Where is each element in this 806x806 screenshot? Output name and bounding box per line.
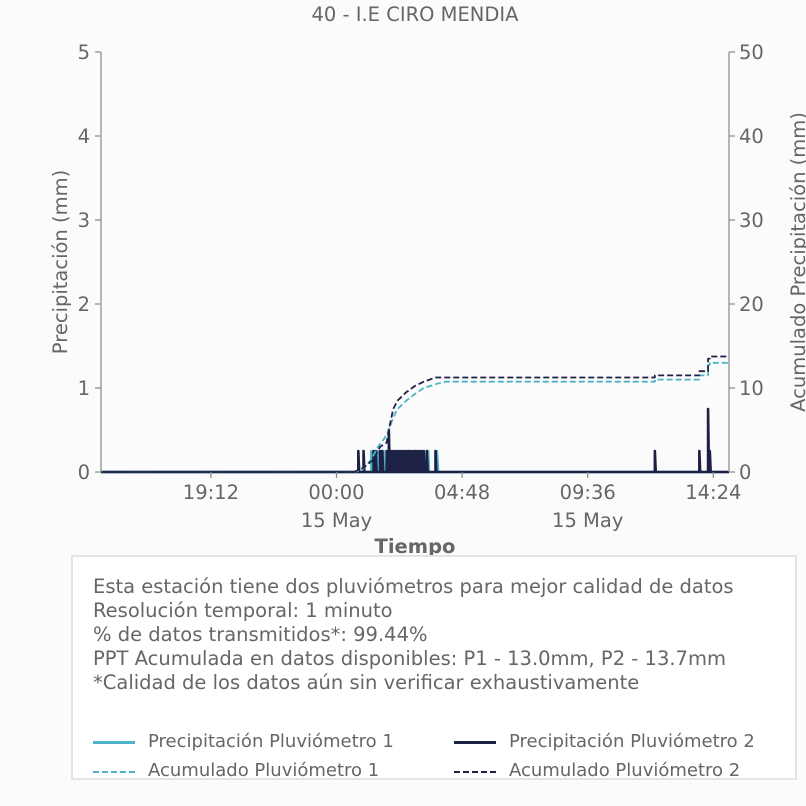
- info-line: % de datos transmitidos*: 99.44%: [93, 623, 428, 646]
- y2-tick-label: 30: [739, 209, 764, 232]
- y-tick-label: 3: [78, 209, 90, 232]
- legend-swatch: [454, 741, 496, 744]
- y-tick-label: 4: [78, 125, 90, 148]
- y2-tick-label: 10: [739, 377, 764, 400]
- y2-tick-label: 20: [739, 293, 764, 316]
- x-tick-label: 14:24: [685, 481, 741, 504]
- info-line: *Calidad de los datos aún sin verificar …: [93, 671, 640, 694]
- info-box: Esta estación tiene dos pluviómetros par…: [71, 555, 797, 781]
- y2-tick-label: 0: [739, 461, 751, 484]
- y-axis-label: Precipitación (mm): [49, 170, 72, 354]
- x-tick-label: 19:12: [183, 481, 239, 504]
- y2-axis-label: Acumulado Precipitación (mm): [787, 112, 806, 412]
- x-ticks: 19:12 00:00 15 May 04:48 09:36 15 May 14:24: [183, 472, 741, 532]
- y-tick-label: 1: [78, 377, 90, 400]
- y2-tick-label: 40: [739, 125, 764, 148]
- series-line-4: [101, 355, 729, 473]
- y-tick-label: 2: [78, 293, 90, 316]
- legend-swatch: [93, 771, 135, 773]
- series-line-2: [101, 407, 729, 474]
- y2-tick-label: 50: [739, 41, 764, 64]
- legend-swatch: [454, 771, 496, 773]
- x-axis-label: Tiempo: [375, 535, 456, 558]
- info-line: Esta estación tiene dos pluviómetros par…: [93, 575, 734, 598]
- x-tick-label: 04:48: [434, 481, 490, 504]
- info-line: PPT Acumulada en datos disponibles: P1 -…: [93, 647, 726, 670]
- legend-label: Acumulado Pluviómetro 2: [509, 760, 741, 781]
- x-tick-sublabel: 15 May: [552, 509, 623, 532]
- chart-title: 40 - I.E CIRO MENDIA: [311, 3, 519, 26]
- legend-label: Precipitación Pluviómetro 2: [509, 731, 755, 752]
- x-tick-sublabel: 15 May: [301, 509, 372, 532]
- left-y-ticks: 0 1 2 3 4 5: [78, 41, 101, 484]
- x-tick-label: 00:00: [308, 481, 364, 504]
- x-tick-label: 09:36: [560, 481, 616, 504]
- right-y-ticks: 0 10 20 30 40 50: [729, 41, 764, 484]
- series-layer: [101, 355, 729, 474]
- y-tick-label: 0: [78, 461, 90, 484]
- legend-label: Acumulado Pluviómetro 1: [148, 760, 380, 781]
- legend-swatch: [93, 741, 135, 744]
- info-line: Resolución temporal: 1 minuto: [93, 599, 393, 622]
- legend-label: Precipitación Pluviómetro 1: [148, 731, 394, 752]
- y-tick-label: 5: [78, 41, 90, 64]
